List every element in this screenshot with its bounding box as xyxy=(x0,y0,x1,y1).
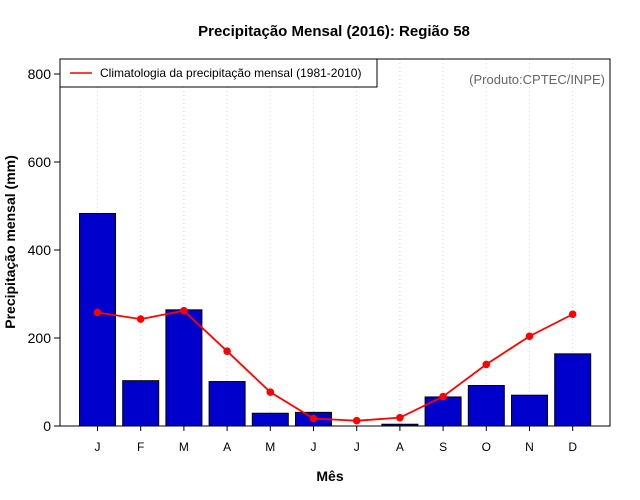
x-tick-label: M xyxy=(265,440,275,454)
y-tick-label: 600 xyxy=(28,154,52,170)
climatology-point xyxy=(396,413,404,422)
x-tick-label: J xyxy=(95,440,101,454)
y-tick-label: 800 xyxy=(28,66,52,82)
x-tick-label: J xyxy=(354,440,360,454)
plot-frame xyxy=(59,58,611,427)
climatology-point xyxy=(136,315,145,323)
climatology-point xyxy=(266,388,275,396)
bar xyxy=(424,396,462,427)
bar xyxy=(165,309,203,427)
x-tick-label: A xyxy=(223,440,231,454)
bar xyxy=(208,381,246,427)
x-tick-label: N xyxy=(525,440,534,454)
bar xyxy=(554,353,592,427)
climatology-point xyxy=(223,347,231,356)
bar xyxy=(381,423,419,427)
climatology-line xyxy=(97,309,574,422)
bar xyxy=(251,412,289,427)
climatology-point xyxy=(525,332,534,341)
chart-title: Precipitação Mensal (2016): Região 58 xyxy=(198,23,470,40)
y-tick-label: 200 xyxy=(28,330,52,346)
x-tick-label: M xyxy=(179,440,189,454)
x-axis-label: Mês xyxy=(316,468,343,484)
climatology-point xyxy=(309,414,318,423)
y-tick-label: 0 xyxy=(43,418,51,434)
climatology-point xyxy=(180,306,188,315)
y-tick-label: 400 xyxy=(28,242,52,258)
x-tick-label: A xyxy=(396,440,404,454)
x-tick-label: J xyxy=(311,440,317,454)
bar-series xyxy=(79,212,592,427)
climatology-point xyxy=(482,360,491,369)
line-series xyxy=(93,306,577,425)
x-tick-label: F xyxy=(137,440,144,454)
legend-box xyxy=(59,58,378,88)
y-axis-label: Precipitação mensal (mm) xyxy=(2,155,18,329)
x-tick-label: D xyxy=(568,440,577,454)
x-tick-label: O xyxy=(482,440,491,454)
bar xyxy=(122,380,160,427)
bar xyxy=(79,212,116,427)
climatology-point xyxy=(439,392,447,401)
bar xyxy=(467,385,505,427)
climatology-point xyxy=(93,308,102,317)
legend-entry-climatology: Climatologia da precipitação mensal (198… xyxy=(100,66,361,80)
y-axis: 0 200 400 600 800 xyxy=(28,66,60,434)
legend: Climatologia da precipitação mensal (198… xyxy=(59,58,378,88)
source-annotation: (Produto:CPTEC/INPE) xyxy=(469,72,605,87)
bar xyxy=(511,394,548,427)
climatology-point xyxy=(568,310,577,319)
climatology-point xyxy=(352,416,361,425)
x-tick-label: S xyxy=(439,440,447,454)
